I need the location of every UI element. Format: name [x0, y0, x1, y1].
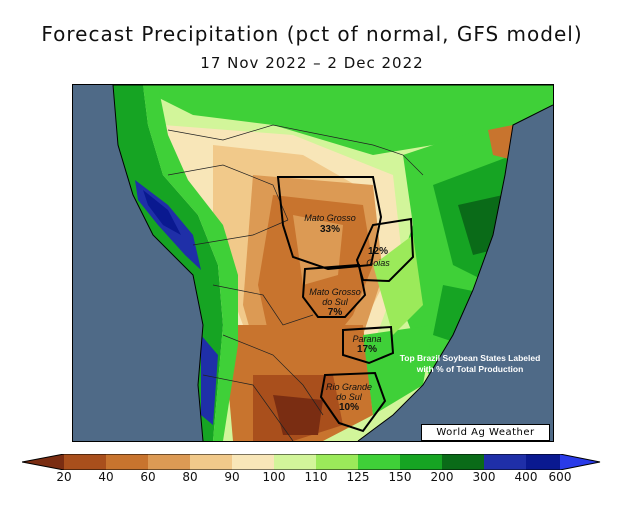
colorbar-tick: 20 — [56, 470, 72, 484]
colorbar-segment — [232, 454, 274, 470]
state-pct-mato-grosso: 33% — [319, 224, 340, 235]
date-range: 17 Nov 2022 – 2 Dec 2022 — [200, 54, 424, 72]
colorbar-tick: 300 — [472, 470, 496, 484]
colorbar-tick: 600 — [548, 470, 572, 484]
state-name-mato-grosso: Mato Grosso — [304, 213, 356, 223]
colorbar-tick: 90 — [224, 470, 240, 484]
colorbar-segment — [484, 454, 526, 470]
state-pct-parana: 17% — [356, 344, 377, 355]
colorbar-tick: 60 — [140, 470, 156, 484]
colorbar-segment — [526, 454, 560, 470]
map-graphic — [73, 85, 553, 441]
chart-title: Forecast Precipitation (pct of normal, G… — [41, 22, 583, 46]
state-name-rio-grande-do-sul: Rio Grande do Sul — [325, 382, 373, 402]
colorbar-segment — [400, 454, 442, 470]
state-pct-goias: 12% — [367, 246, 388, 257]
colorbar-segment — [316, 454, 358, 470]
mato-grosso-do-sul-outline — [301, 263, 367, 318]
colorbar-segment — [442, 454, 484, 470]
goias-outline — [355, 217, 415, 283]
colorbar-max-arrow — [560, 454, 600, 470]
precipitation-map: Mato Grosso 33% 12% Goias Mato Grosso do… — [72, 84, 554, 442]
colorbar-min-arrow — [22, 454, 64, 470]
colorbar-segment — [64, 454, 106, 470]
colorbar-tick: 400 — [514, 470, 538, 484]
colorbar-segment — [106, 454, 148, 470]
colorbar-tick: 100 — [262, 470, 286, 484]
mato-grosso-outline — [276, 176, 383, 271]
colorbar-tick: 200 — [430, 470, 454, 484]
colorbar — [22, 454, 601, 470]
legend-note: Top Brazil Soybean States Labeled with %… — [399, 353, 541, 374]
colorbar-segment — [274, 454, 316, 470]
state-pct-rio-grande-do-sul: 10% — [338, 402, 359, 413]
colorbar-tick: 110 — [304, 470, 328, 484]
colorbar-segment — [358, 454, 400, 470]
state-pct-mato-grosso-do-sul: 7% — [327, 307, 343, 318]
parana-outline — [342, 325, 395, 365]
rio-grande-do-sul-outline — [319, 371, 387, 433]
state-name-parana: Parana — [352, 334, 382, 344]
colorbar-tick: 80 — [182, 470, 198, 484]
colorbar-segment — [148, 454, 190, 470]
colorbar-segment — [190, 454, 232, 470]
colorbar-tick: 125 — [346, 470, 370, 484]
colorbar-tick: 40 — [98, 470, 114, 484]
state-name-goias: Goias — [366, 258, 390, 268]
state-name-mato-grosso-do-sul: Mato Grosso do Sul — [309, 287, 361, 307]
credit-label: World Ag Weather — [421, 424, 550, 441]
colorbar-tick: 150 — [388, 470, 412, 484]
